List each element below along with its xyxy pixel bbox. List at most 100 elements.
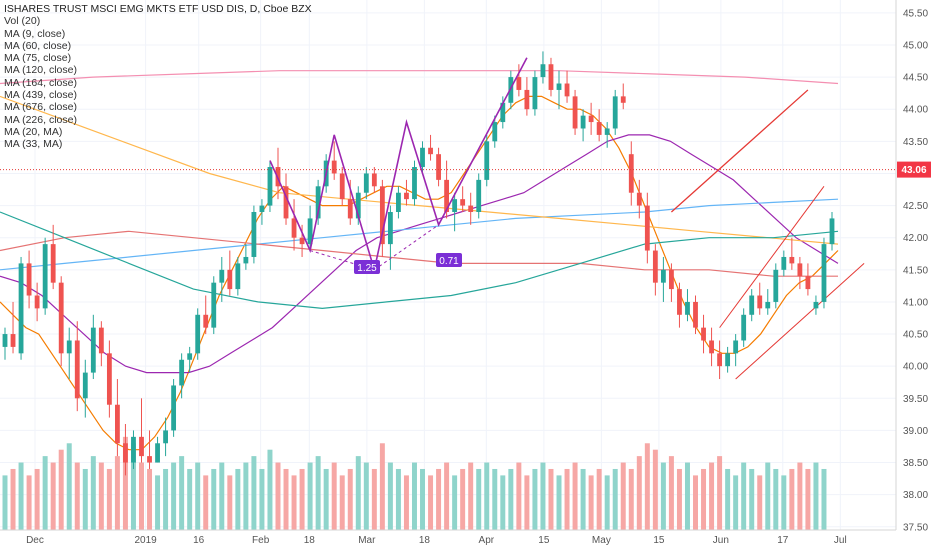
volume-bar xyxy=(363,462,369,530)
y-tick-label: 39.00 xyxy=(903,426,928,437)
candle-body xyxy=(516,77,522,90)
candle-body xyxy=(701,327,706,341)
volume-bar xyxy=(588,475,594,530)
candle-body xyxy=(709,340,714,354)
candle-body xyxy=(66,340,72,354)
volume-bar xyxy=(532,468,538,530)
volume-bar xyxy=(781,475,787,530)
volume-bar xyxy=(444,462,450,530)
candle-body xyxy=(644,205,650,251)
trend-line xyxy=(735,263,865,380)
candle-body xyxy=(2,334,8,347)
legend-item[interactable]: MA (120, close) xyxy=(4,64,77,77)
candle-body xyxy=(235,263,241,290)
volume-bar xyxy=(508,468,514,530)
volume-bar xyxy=(243,462,249,530)
legend-item[interactable]: MA (75, close) xyxy=(4,52,72,65)
price-axis[interactable]: 45.5045.0044.5044.0043.5043.0042.5042.00… xyxy=(903,8,928,533)
x-tick-label: 16 xyxy=(193,535,205,546)
y-tick-label: 41.00 xyxy=(903,297,928,308)
legend-item[interactable]: MA (20, MA) xyxy=(4,125,63,138)
volume-bar xyxy=(524,475,530,530)
volume-bar xyxy=(620,462,626,530)
volume-bar xyxy=(323,468,329,530)
candle-body xyxy=(404,192,409,200)
volume-bar xyxy=(339,475,345,530)
legend-item[interactable]: MA (164, close) xyxy=(4,76,77,89)
candle-body xyxy=(797,263,803,277)
candle-body xyxy=(460,199,466,206)
volume-bar xyxy=(757,475,763,530)
candle-body xyxy=(492,122,498,142)
x-tick-label: May xyxy=(592,535,611,546)
candle-body xyxy=(821,244,827,302)
volume-bar xyxy=(259,468,265,530)
legend-item[interactable]: MA (676, close) xyxy=(4,101,77,114)
candle-body xyxy=(243,256,249,264)
candle-body xyxy=(291,218,297,238)
volume-bar xyxy=(171,462,177,530)
x-tick-label: 15 xyxy=(538,535,550,546)
candle-body xyxy=(781,256,787,270)
candle-body xyxy=(98,327,104,354)
candle-body xyxy=(829,218,835,245)
volume-bar xyxy=(668,456,674,530)
candle-body xyxy=(693,301,698,328)
candle-body xyxy=(660,269,666,283)
volume-bar xyxy=(676,468,682,530)
y-tick-label: 43.50 xyxy=(903,137,928,148)
legend-item[interactable]: MA (60, close) xyxy=(4,39,72,52)
current-price-value: 43.06 xyxy=(901,165,926,176)
legend-item[interactable]: Vol (20) xyxy=(4,15,41,28)
volume-bar xyxy=(203,475,209,530)
volume-bar xyxy=(379,443,385,530)
y-tick-label: 38.50 xyxy=(903,458,928,469)
volume-bar xyxy=(251,456,257,530)
candle-body xyxy=(211,282,217,328)
candle-body xyxy=(524,89,530,110)
volume-bar xyxy=(805,468,811,530)
legend-item[interactable]: MA (9, close) xyxy=(4,27,66,40)
candle-body xyxy=(147,456,152,463)
indicator-legend: ISHARES TRUST MSCI EMG MKTS ETF USD DIS,… xyxy=(4,3,312,151)
volume-bar xyxy=(684,462,690,530)
candle-body xyxy=(508,77,514,103)
legend-item[interactable]: MA (33, MA) xyxy=(4,138,63,151)
legend-item[interactable]: MA (439, close) xyxy=(4,89,77,102)
volume-bar xyxy=(580,468,586,530)
volume-bar xyxy=(773,468,779,530)
x-tick-label: Jul xyxy=(834,535,847,546)
candlesticks xyxy=(2,51,835,476)
harmonic-pattern: 1.25 0.71 xyxy=(269,57,528,274)
candle-body xyxy=(813,301,819,309)
candle-body xyxy=(604,128,610,135)
candle-body xyxy=(18,263,24,354)
candle-body xyxy=(106,353,112,405)
volume-bar xyxy=(612,468,618,530)
chart-title[interactable]: ISHARES TRUST MSCI EMG MKTS ETF USD DIS,… xyxy=(4,3,312,15)
candle-body xyxy=(484,141,490,180)
candle-body xyxy=(171,385,177,431)
volume-bar xyxy=(58,449,64,530)
volume-bar xyxy=(411,462,417,530)
volume-bar xyxy=(660,462,666,530)
volume-bar xyxy=(428,475,434,530)
volume-bar xyxy=(147,468,153,530)
volume-bar xyxy=(628,468,634,530)
volume-bar xyxy=(82,468,88,530)
volume-bar xyxy=(235,468,241,530)
candle-body xyxy=(82,372,88,399)
legend-item[interactable]: MA (226, close) xyxy=(4,113,77,126)
x-tick-label: 18 xyxy=(419,535,431,546)
candle-body xyxy=(227,269,233,290)
candle-body xyxy=(179,359,185,386)
volume-bar xyxy=(50,462,56,530)
x-tick-label: 18 xyxy=(304,535,316,546)
time-axis[interactable]: Dec 2019 16 Feb 18 Mar 18 Apr 15 May 15 Jun 17 Jul xyxy=(26,535,847,546)
y-tick-label: 40.00 xyxy=(903,362,928,373)
candle-body xyxy=(123,443,128,463)
candle-body xyxy=(163,430,168,444)
candle-body xyxy=(10,334,16,347)
y-tick-label: 44.50 xyxy=(903,73,928,84)
